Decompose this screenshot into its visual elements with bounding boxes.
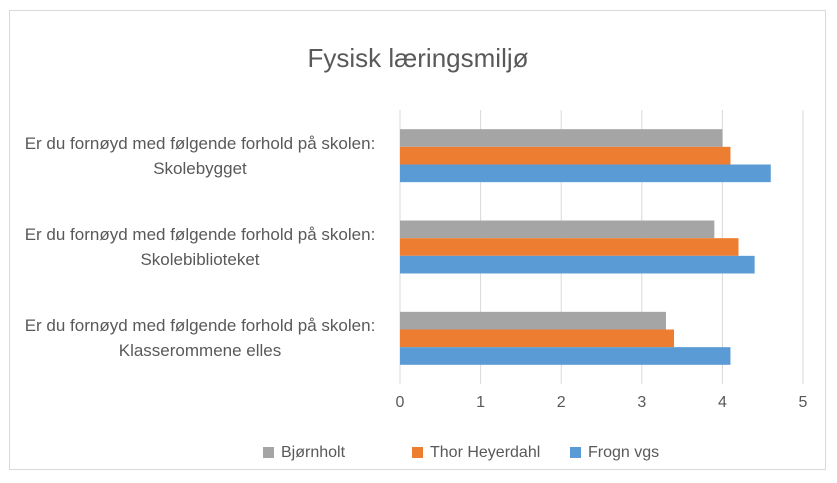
legend-label: Thor Heyerdahl bbox=[430, 444, 540, 461]
x-tick-label: 1 bbox=[476, 394, 485, 411]
x-tick-label: 0 bbox=[396, 394, 405, 411]
legend-swatch bbox=[263, 447, 274, 458]
legend-label: Bjørnholt bbox=[281, 444, 346, 461]
bar bbox=[400, 146, 731, 165]
x-tick-label: 3 bbox=[637, 394, 646, 411]
y-tick-label: Er du fornøyd med følgende forhold på sk… bbox=[24, 316, 376, 361]
y-tick-label: Er du fornøyd med følgende forhold på sk… bbox=[24, 133, 376, 178]
y-tick-label: Er du fornøyd med følgende forhold på sk… bbox=[24, 225, 376, 269]
x-tick-label: 2 bbox=[557, 394, 566, 411]
bar bbox=[400, 311, 666, 330]
bar bbox=[400, 329, 675, 348]
bar bbox=[400, 164, 771, 183]
legend-swatch bbox=[570, 447, 581, 458]
legend-swatch bbox=[412, 447, 423, 458]
bar bbox=[400, 255, 755, 274]
bar bbox=[400, 129, 723, 147]
x-tick-label: 5 bbox=[799, 394, 808, 411]
bar bbox=[400, 347, 731, 365]
bar bbox=[400, 220, 715, 239]
chart-title: Fysisk læringsmiljø bbox=[308, 43, 529, 73]
legend-label: Frogn vgs bbox=[588, 444, 659, 461]
x-tick-label: 4 bbox=[718, 394, 727, 411]
bar bbox=[400, 238, 739, 256]
